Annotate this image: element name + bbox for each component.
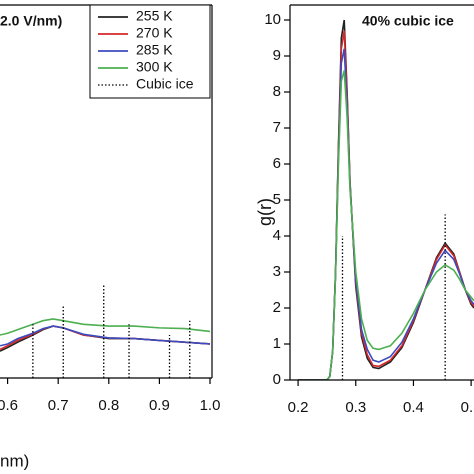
- x-axis-label: nm): [0, 451, 29, 470]
- y-tick-label: 7: [273, 119, 281, 136]
- x-tick-label: 0.9: [149, 397, 170, 414]
- y-tick-label: 4: [273, 227, 281, 244]
- x-tick-label: 0.4: [403, 399, 424, 416]
- x-tick-label: 0.6: [0, 397, 18, 414]
- legend-label: 255 K: [136, 8, 173, 24]
- y-tick-label: 10: [264, 11, 281, 28]
- y-tick-label: 2: [273, 299, 281, 316]
- y-tick-label: 9: [273, 47, 281, 64]
- x-tick-label: 0.3: [345, 399, 366, 416]
- legend-label: 285 K: [136, 42, 173, 58]
- series-line: [298, 48, 474, 380]
- y-axis-label: g(r): [255, 198, 275, 226]
- y-tick-label: 5: [273, 191, 281, 208]
- legend-label: Cubic ice: [136, 76, 194, 92]
- series-line: [298, 70, 474, 380]
- x-tick-label: 1.0: [200, 397, 221, 414]
- panel-title: 2.0 V/nm): [0, 13, 62, 29]
- plot-area: [0, 284, 211, 378]
- x-tick-label: 0.8: [98, 397, 119, 414]
- series-line: [298, 19, 474, 380]
- y-tick-label: 1: [273, 335, 281, 352]
- series-line: [0, 318, 211, 336]
- series-line: [298, 30, 474, 380]
- panel-title: 40% cubic ice: [362, 13, 454, 29]
- legend-label: 270 K: [136, 25, 173, 41]
- x-tick-label: 0.7: [48, 397, 69, 414]
- y-tick-label: 0: [273, 371, 281, 388]
- y-tick-label: 8: [273, 83, 281, 100]
- series-line: [0, 325, 211, 352]
- y-tick-label: 3: [273, 263, 281, 280]
- legend-label: 300 K: [136, 59, 173, 75]
- x-tick-label: 0.2: [288, 399, 309, 416]
- y-tick-label: 6: [273, 155, 281, 172]
- plot-area: [298, 19, 474, 380]
- x-tick-label: 0.5: [461, 399, 474, 416]
